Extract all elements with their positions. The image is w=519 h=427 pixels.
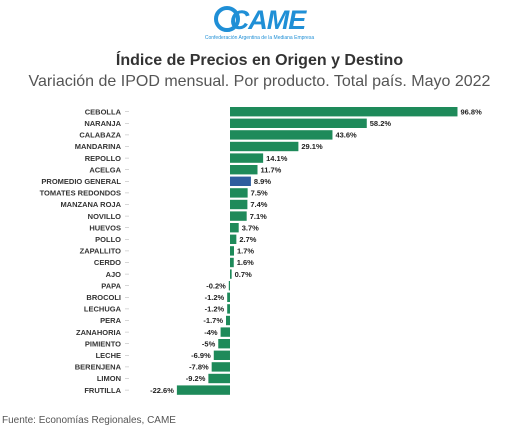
value-label-berenjena: -7.8% <box>189 363 209 372</box>
bar-promedio-general <box>230 176 251 186</box>
value-label-pimiento: -5% <box>202 339 216 348</box>
bar-zanahoria <box>220 327 230 337</box>
value-label-pollo: 2.7% <box>239 235 256 244</box>
bar-leche <box>213 350 230 360</box>
bar-mandarina <box>230 141 299 152</box>
category-label-promedio-general: PROMEDIO GENERAL <box>41 177 121 186</box>
bar-huevos <box>230 223 239 233</box>
value-label-novillo: 7.1% <box>250 212 267 221</box>
category-label-pimiento: PIMIENTO <box>85 339 121 348</box>
value-label-mandarina: 29.1% <box>301 142 323 151</box>
value-label-brocoli: -1.2% <box>205 293 225 302</box>
value-label-calabaza: 43.6% <box>335 131 357 140</box>
bar-chart: CEBOLLA 96.8% NARANJA 58.2% CALABAZA 43.6% MAN… <box>40 107 482 395</box>
chart-title: Índice de Precios en Origen y Destino <box>115 52 404 69</box>
bar-pimiento <box>218 339 230 349</box>
category-label-acelga: ACELGA <box>89 165 121 174</box>
chart-subtitle: Variación de IPOD mensual. Por producto.… <box>28 73 491 90</box>
value-label-promedio-general: 8.9% <box>254 177 271 186</box>
logo-text: CAME <box>229 5 306 35</box>
value-label-ajo: 0.7% <box>235 270 252 279</box>
bar-naranja <box>230 118 367 128</box>
bar-acelga <box>230 165 258 175</box>
category-label-ajo: AJO <box>106 270 122 279</box>
value-label-cerdo: 1.6% <box>237 258 254 267</box>
bar-manzana-roja <box>230 199 248 210</box>
category-label-pollo: POLLO <box>95 235 121 244</box>
bar-berenjena <box>211 362 230 372</box>
bar-ajo <box>230 269 232 279</box>
value-label-lechuga: -1.2% <box>205 305 225 314</box>
category-label-berenjena: BERENJENA <box>75 363 122 372</box>
logo-subtitle: Confederación Argentina de la Mediana Em… <box>204 35 315 41</box>
category-label-repollo: REPOLLO <box>85 154 121 163</box>
category-label-tomates-redondos: TOMATES REDONDOS <box>40 189 121 198</box>
category-label-naranja: NARANJA <box>84 119 121 128</box>
value-label-leche: -6.9% <box>191 351 211 360</box>
category-label-leche: LECHE <box>96 351 121 360</box>
bar-calabaza <box>230 130 333 140</box>
category-label-novillo: NOVILLO <box>88 212 121 221</box>
value-label-cebolla: 96.8% <box>460 107 482 116</box>
category-label-frutilla: FRUTILLA <box>84 386 121 395</box>
bar-brocoli <box>227 292 230 302</box>
value-label-papa: -0.2% <box>206 281 226 290</box>
category-label-manzana-roja: MANZANA ROJA <box>60 200 121 209</box>
bar-repollo <box>230 153 264 163</box>
value-label-limon: -9.2% <box>186 374 206 383</box>
bar-frutilla <box>176 385 230 395</box>
value-label-tomates-redondos: 7.5% <box>251 189 268 198</box>
category-label-huevos: HUEVOS <box>89 223 121 232</box>
category-label-cerdo: CERDO <box>94 258 121 267</box>
value-label-acelga: 11.7% <box>261 165 282 174</box>
value-label-zanahoria: -4% <box>204 328 218 337</box>
bar-tomates-redondos <box>230 188 248 198</box>
bar-lechuga <box>227 304 230 314</box>
category-label-cebolla: CEBOLLA <box>85 107 122 116</box>
bar-pera <box>226 315 230 326</box>
bar-papa <box>228 281 230 291</box>
source-note: Fuente: Economías Regionales, CAME <box>2 415 176 426</box>
bar-limon <box>208 373 230 384</box>
bar-pollo <box>230 234 237 244</box>
category-label-brocoli: BROCOLI <box>86 293 121 302</box>
came-logo-mark: CAME <box>213 5 306 35</box>
bar-cebolla <box>230 107 458 117</box>
category-label-limon: LIMON <box>97 374 121 383</box>
value-label-pera: -1.7% <box>203 316 223 325</box>
category-label-calabaza: CALABAZA <box>79 131 121 140</box>
category-label-zanahoria: ZANAHORIA <box>76 328 122 337</box>
bar-novillo <box>230 211 247 221</box>
value-label-repollo: 14.1% <box>266 154 288 163</box>
value-label-manzana-roja: 7.4% <box>250 200 267 209</box>
value-label-huevos: 3.7% <box>242 223 259 232</box>
category-label-pera: PERA <box>100 316 121 325</box>
value-label-zapallito: 1.7% <box>237 247 254 256</box>
category-label-mandarina: MANDARINA <box>75 142 122 151</box>
came-logo: CAME Confederación Argentina de la Media… <box>0 6 519 41</box>
category-label-papa: PAPA <box>101 281 121 290</box>
value-label-frutilla: -22.6% <box>150 386 174 395</box>
category-label-zapallito: ZAPALLITO <box>80 247 122 256</box>
value-label-naranja: 58.2% <box>370 119 392 128</box>
category-label-lechuga: LECHUGA <box>84 305 122 314</box>
bar-zapallito <box>230 246 234 256</box>
bar-cerdo <box>230 257 234 268</box>
